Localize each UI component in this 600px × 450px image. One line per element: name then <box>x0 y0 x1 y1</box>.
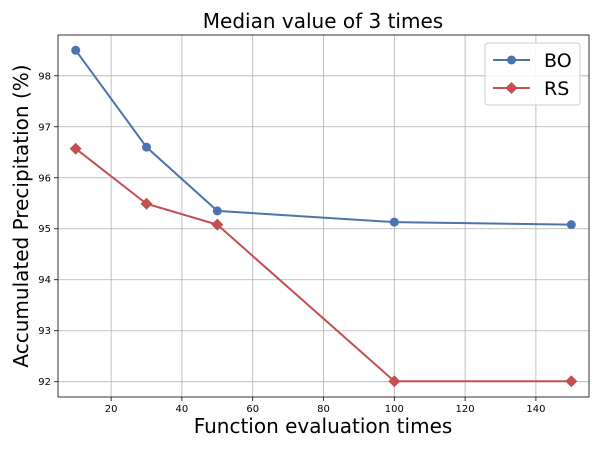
x-tick-label: 100 <box>385 404 404 415</box>
series-rs-point <box>211 218 224 231</box>
legend-swatch-marker <box>507 55 516 65</box>
x-tick-label: 60 <box>246 404 259 415</box>
y-axis-label: Accumulated Precipitation (%) <box>9 64 33 367</box>
series-bo-point <box>71 45 81 55</box>
legend-label: BO <box>544 50 572 72</box>
legend: BO RS <box>484 42 581 106</box>
series-bo-point <box>142 142 151 152</box>
legend-item-bo: BO <box>493 50 572 72</box>
x-tick-label: 20 <box>105 404 118 415</box>
legend-swatch-marker <box>505 82 518 94</box>
y-axis-ticks: 92 93 94 95 96 97 98 <box>38 71 58 388</box>
x-axis-ticks: 20 40 60 80 100 120 140 <box>105 397 545 415</box>
series-rs-point <box>69 142 82 155</box>
series-rs-point <box>565 375 578 388</box>
x-tick-label: 140 <box>526 404 545 415</box>
series-bo <box>71 45 576 230</box>
series-rs-point <box>140 197 153 210</box>
chart-title: Median value of 3 times <box>203 9 443 33</box>
series-rs <box>69 142 578 388</box>
y-tick-label: 96 <box>38 173 51 184</box>
series-bo-point <box>212 206 222 216</box>
y-tick-label: 97 <box>38 122 51 133</box>
x-tick-label: 120 <box>456 404 475 415</box>
x-tick-label: 40 <box>176 404 189 415</box>
y-tick-label: 93 <box>38 326 51 337</box>
legend-item-rs: RS <box>493 78 569 100</box>
series-bo-point <box>566 220 576 230</box>
x-tick-label: 80 <box>317 404 330 415</box>
x-axis-label: Function evaluation times <box>194 414 453 438</box>
series-group <box>69 45 578 388</box>
y-tick-label: 92 <box>38 377 51 388</box>
y-tick-label: 94 <box>38 275 51 286</box>
y-tick-label: 95 <box>38 224 51 235</box>
series-rs-point <box>388 375 401 388</box>
y-tick-label: 98 <box>38 71 51 82</box>
series-bo-point <box>389 217 399 227</box>
legend-label: RS <box>544 78 569 100</box>
